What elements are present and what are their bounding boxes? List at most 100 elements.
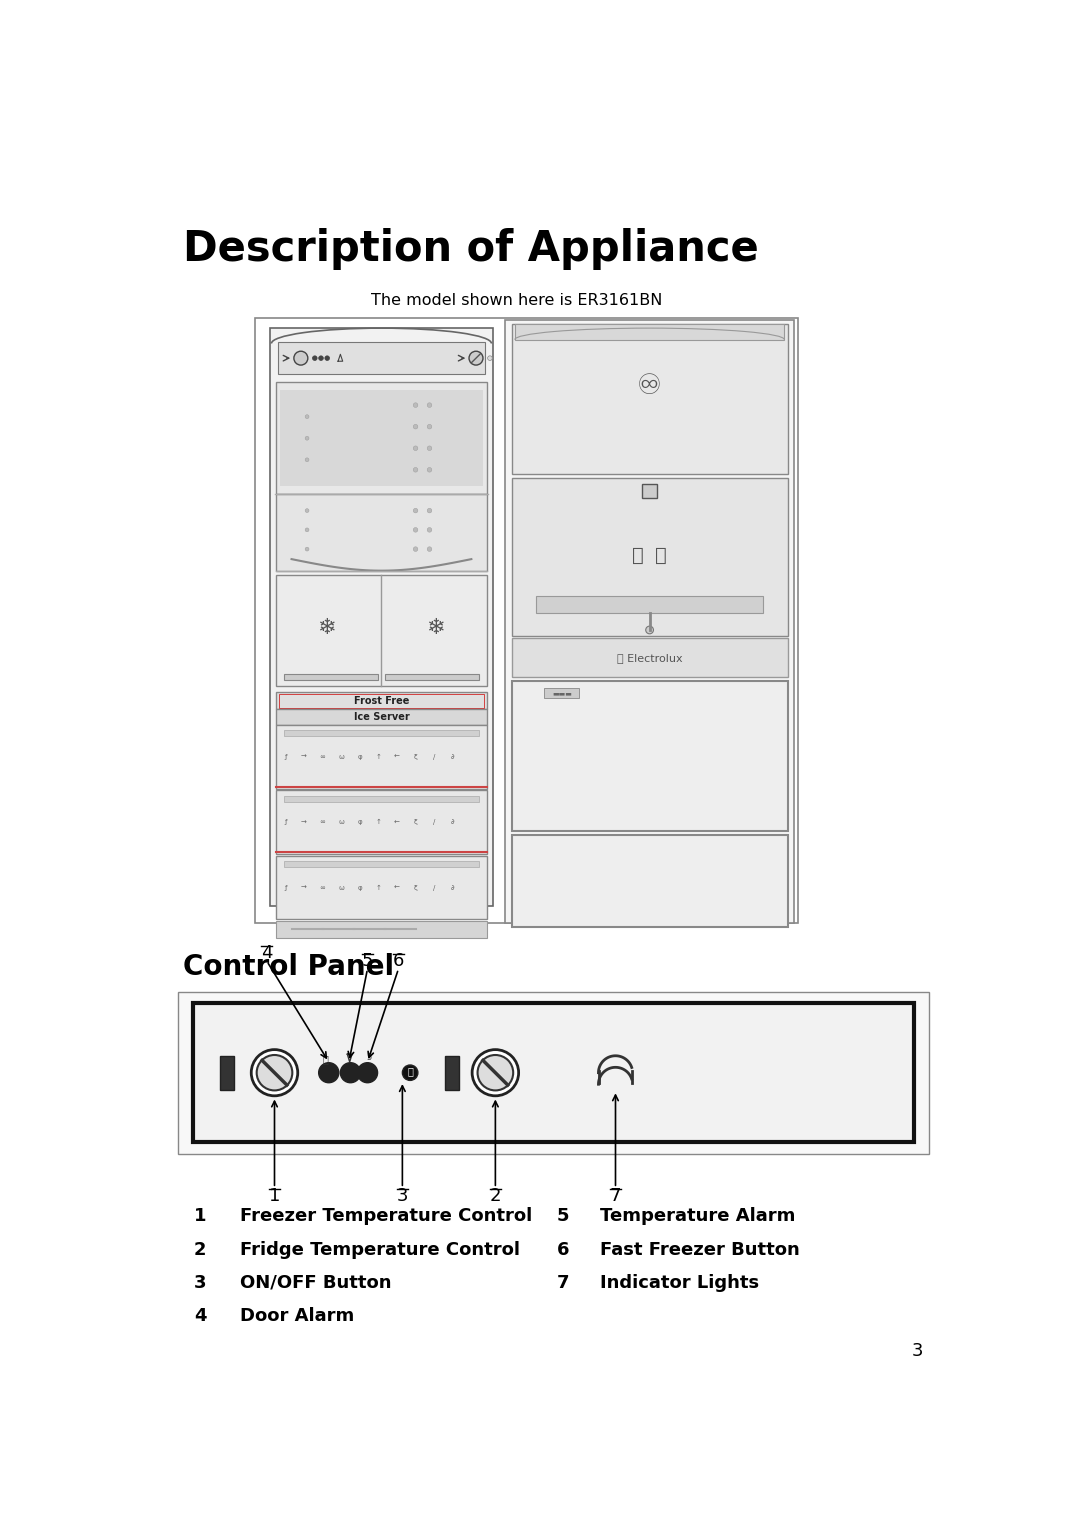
Circle shape <box>428 403 432 408</box>
Circle shape <box>306 414 309 419</box>
Text: ∞: ∞ <box>320 819 325 825</box>
Bar <box>276 382 487 494</box>
Text: ξ: ξ <box>414 885 418 891</box>
Bar <box>193 1004 914 1141</box>
Text: /: / <box>433 819 435 825</box>
Text: ω: ω <box>338 885 345 891</box>
Circle shape <box>325 356 329 361</box>
Circle shape <box>428 527 432 532</box>
Text: 🔑: 🔑 <box>656 545 667 565</box>
Circle shape <box>472 1050 518 1096</box>
Text: ƒ: ƒ <box>284 753 286 759</box>
Text: ∞: ∞ <box>320 753 325 759</box>
Text: ∂: ∂ <box>451 753 455 759</box>
Text: ←: ← <box>394 753 400 759</box>
Bar <box>255 318 798 923</box>
Bar <box>279 694 484 707</box>
Text: 3: 3 <box>193 1274 206 1291</box>
Text: 3: 3 <box>396 1187 408 1206</box>
Text: Frost Free: Frost Free <box>354 695 409 706</box>
Text: Control Panel: Control Panel <box>183 953 394 981</box>
Text: ←: ← <box>394 819 400 825</box>
Bar <box>386 674 480 680</box>
Text: 3: 3 <box>912 1342 923 1360</box>
Text: Temperature Alarm: Temperature Alarm <box>600 1207 795 1225</box>
Bar <box>284 796 480 802</box>
Text: ❄: ❄ <box>318 619 336 639</box>
Circle shape <box>477 1054 513 1091</box>
Circle shape <box>340 1062 361 1083</box>
Text: ω: ω <box>338 753 345 759</box>
Circle shape <box>319 1062 339 1083</box>
Text: φ: φ <box>357 819 362 825</box>
Bar <box>445 1056 459 1089</box>
Circle shape <box>428 425 432 429</box>
Bar <box>276 709 487 724</box>
Text: Indicator Lights: Indicator Lights <box>600 1274 759 1291</box>
Bar <box>512 478 787 636</box>
Text: ξ: ξ <box>414 753 418 759</box>
Bar <box>276 921 487 938</box>
Text: 6: 6 <box>393 952 404 970</box>
Text: φ: φ <box>357 885 362 891</box>
Bar <box>278 342 485 374</box>
Circle shape <box>428 446 432 451</box>
Circle shape <box>294 351 308 365</box>
Text: ƒ: ƒ <box>284 885 286 891</box>
Bar <box>276 724 487 788</box>
Circle shape <box>252 1050 298 1096</box>
Text: Ice Server: Ice Server <box>353 712 409 721</box>
Text: →: → <box>301 885 307 891</box>
Circle shape <box>357 1062 378 1083</box>
Text: 2: 2 <box>193 1241 206 1259</box>
Circle shape <box>306 547 309 552</box>
Bar <box>270 329 494 906</box>
Text: 5: 5 <box>366 1053 372 1062</box>
Text: ∂: ∂ <box>451 819 455 825</box>
Circle shape <box>646 626 653 634</box>
Text: 4: 4 <box>261 944 272 963</box>
Circle shape <box>414 527 418 532</box>
Text: ↑: ↑ <box>376 753 381 759</box>
Text: →: → <box>301 819 307 825</box>
Text: Fridge Temperature Control: Fridge Temperature Control <box>240 1241 519 1259</box>
Circle shape <box>319 356 323 361</box>
Text: φ: φ <box>357 753 362 759</box>
Text: ▬▬▬: ▬▬▬ <box>552 691 572 697</box>
Circle shape <box>312 356 318 361</box>
Circle shape <box>414 403 418 408</box>
Bar <box>276 575 487 686</box>
Text: ON/OFF Button: ON/OFF Button <box>240 1274 391 1291</box>
Text: 🔔: 🔔 <box>323 1054 328 1063</box>
Bar <box>512 834 787 927</box>
Circle shape <box>306 458 309 461</box>
Bar <box>276 790 487 854</box>
Text: 6: 6 <box>556 1241 569 1259</box>
Bar <box>512 681 787 831</box>
Text: ƒ: ƒ <box>284 819 286 825</box>
Text: Fast Freezer Button: Fast Freezer Button <box>600 1241 800 1259</box>
Text: 4: 4 <box>193 1306 206 1325</box>
Text: Freezer Temperature Control: Freezer Temperature Control <box>240 1207 531 1225</box>
Text: ↑: ↑ <box>376 885 381 891</box>
Circle shape <box>306 509 309 512</box>
Circle shape <box>414 425 418 429</box>
Text: ♾: ♾ <box>637 371 662 400</box>
Text: →: → <box>301 753 307 759</box>
Bar <box>276 692 487 709</box>
Bar <box>276 494 487 570</box>
Text: ❄: ❄ <box>427 619 445 639</box>
Text: The model shown here is ER3161BN: The model shown here is ER3161BN <box>372 293 663 309</box>
Text: 1: 1 <box>269 1187 280 1206</box>
Bar <box>177 992 930 1154</box>
Bar <box>544 689 579 698</box>
Bar <box>537 596 762 613</box>
Circle shape <box>428 468 432 472</box>
Text: ω: ω <box>338 819 345 825</box>
Text: 2: 2 <box>489 1187 501 1206</box>
Bar <box>515 324 784 339</box>
Bar <box>512 639 787 677</box>
Text: Description of Appliance: Description of Appliance <box>183 228 759 270</box>
Text: Door Alarm: Door Alarm <box>240 1306 354 1325</box>
Bar <box>505 321 794 923</box>
